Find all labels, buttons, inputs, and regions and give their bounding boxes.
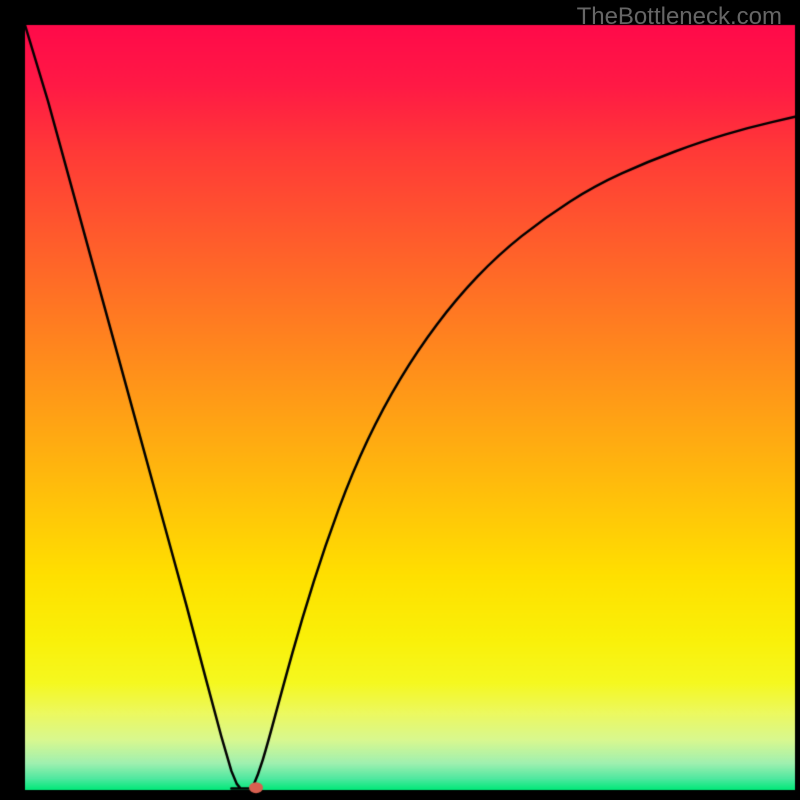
- bottleneck-curve-chart: [0, 0, 800, 800]
- chart-container: TheBottleneck.com: [0, 0, 800, 800]
- watermark-text: TheBottleneck.com: [577, 3, 782, 31]
